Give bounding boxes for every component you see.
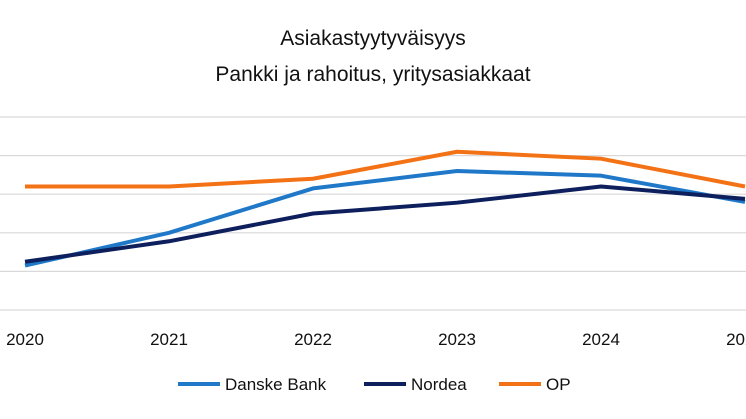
chart-title: Asiakastyytyväisyys	[280, 27, 466, 50]
gridlines	[0, 116, 746, 311]
x-tick-label: 2023	[438, 330, 476, 349]
x-tick-label: 2020	[6, 330, 44, 349]
series-line-danske-bank	[24, 169, 746, 268]
series-lines	[24, 149, 746, 268]
chart-subtitle: Pankki ja rahoitus, yritysasiakkaat	[215, 63, 530, 86]
x-axis-ticks: 2020 2021 2022 2023 2024 2025	[6, 330, 746, 349]
x-tick-label: 2025	[726, 330, 746, 349]
x-tick-label: 2022	[294, 330, 332, 349]
x-tick-label: 2021	[150, 330, 188, 349]
series-line-op	[25, 149, 746, 189]
legend: Danske Bank Nordea OP	[178, 375, 571, 394]
x-tick-label: 2024	[582, 330, 620, 349]
legend-label: Danske Bank	[225, 375, 327, 394]
legend-label: OP	[546, 375, 571, 394]
series-line-nordea	[24, 184, 746, 264]
legend-label: Nordea	[411, 375, 467, 394]
